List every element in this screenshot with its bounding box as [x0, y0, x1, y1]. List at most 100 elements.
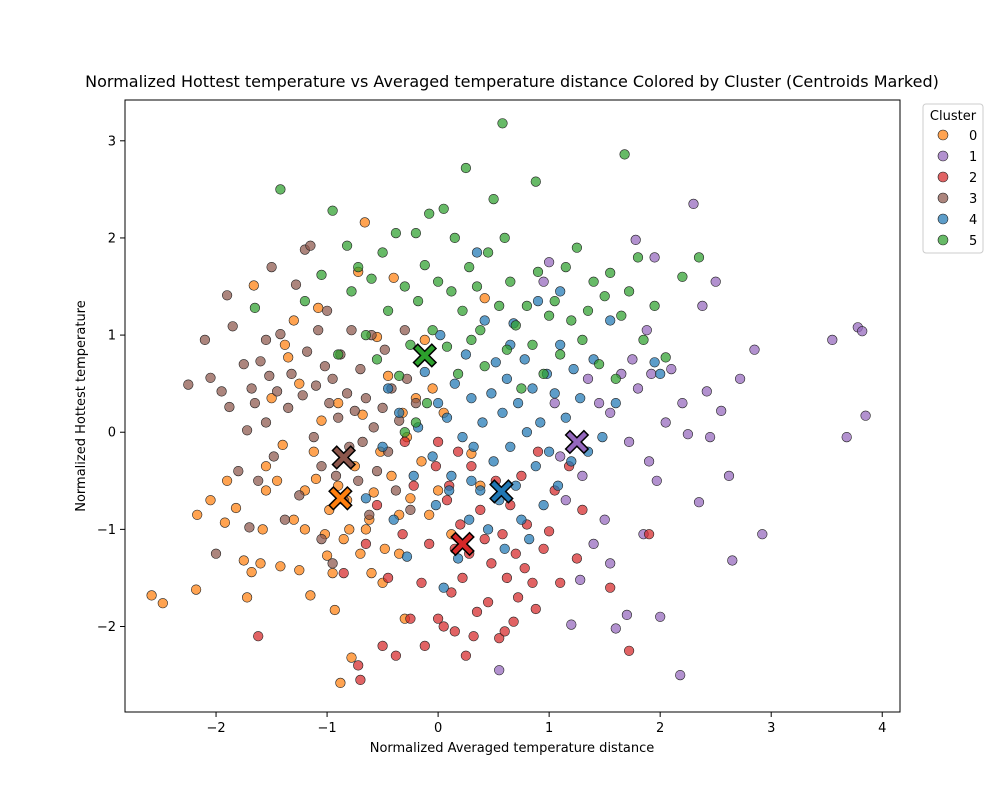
data-point-cluster-5 — [433, 276, 444, 287]
data-point-cluster-1 — [605, 558, 616, 569]
data-point-cluster-2 — [419, 640, 430, 652]
data-point-cluster-3 — [233, 466, 244, 477]
data-point-cluster-3 — [327, 558, 338, 569]
data-point-cluster-0 — [294, 378, 305, 389]
data-point-cluster-3 — [227, 321, 238, 332]
data-point-cluster-1 — [543, 257, 555, 268]
data-point-cluster-4 — [532, 296, 544, 307]
centroid-marker-cluster-2 — [450, 531, 475, 557]
data-point-cluster-3 — [199, 334, 210, 346]
data-point-cluster-4 — [516, 514, 527, 525]
y-tick-label: 1 — [108, 329, 116, 344]
legend-item-cluster-5: 5 — [937, 234, 977, 249]
data-point-cluster-4 — [549, 388, 560, 399]
data-point-cluster-1 — [710, 276, 721, 287]
data-point-cluster-5 — [333, 349, 344, 360]
data-point-cluster-1 — [555, 451, 566, 462]
data-point-cluster-3 — [368, 422, 379, 433]
data-point-cluster-3 — [249, 398, 260, 409]
data-point-cluster-0 — [322, 550, 333, 561]
data-point-cluster-0 — [388, 272, 399, 283]
y-tick-label: −2 — [97, 620, 116, 635]
data-point-cluster-2 — [512, 592, 524, 603]
data-point-cluster-2 — [501, 572, 513, 584]
data-point-cluster-3 — [283, 402, 294, 414]
data-point-cluster-1 — [723, 470, 735, 482]
data-point-cluster-1 — [610, 623, 621, 634]
data-point-cluster-3 — [244, 522, 255, 533]
data-point-cluster-5 — [623, 286, 635, 297]
data-point-cluster-1 — [857, 326, 868, 337]
data-point-cluster-5 — [249, 302, 260, 314]
data-point-cluster-5 — [366, 273, 377, 284]
data-point-cluster-3 — [330, 470, 342, 482]
x-axis-label: Normalized Averaged temperature distance — [370, 741, 655, 756]
legend-marker — [937, 192, 949, 204]
data-point-cluster-3 — [322, 305, 333, 316]
data-point-cluster-5 — [527, 339, 538, 350]
data-point-cluster-0 — [335, 677, 346, 689]
data-point-cluster-2 — [527, 577, 538, 588]
data-point-cluster-5 — [419, 260, 430, 271]
data-point-cluster-1 — [651, 475, 662, 486]
data-point-cluster-5 — [438, 203, 449, 214]
data-point-cluster-5 — [424, 208, 435, 219]
data-point-cluster-5 — [571, 242, 583, 253]
data-point-cluster-2 — [353, 660, 364, 671]
data-point-cluster-1 — [549, 398, 560, 409]
data-point-cluster-0 — [255, 558, 266, 569]
data-point-cluster-4 — [475, 485, 486, 496]
data-point-cluster-3 — [364, 509, 375, 520]
data-point-cluster-1 — [641, 325, 652, 336]
data-point-cluster-5 — [390, 228, 402, 239]
data-point-cluster-4 — [566, 456, 577, 467]
data-point-cluster-3 — [253, 475, 264, 486]
data-point-cluster-5 — [649, 300, 660, 312]
data-point-cluster-0 — [288, 514, 299, 525]
data-point-cluster-3 — [346, 325, 357, 336]
data-point-cluster-5 — [410, 228, 422, 239]
data-point-cluster-0 — [313, 302, 324, 314]
data-point-cluster-5 — [593, 359, 605, 370]
data-point-cluster-0 — [222, 475, 233, 486]
legend-label: 0 — [969, 129, 977, 144]
data-point-cluster-0 — [360, 524, 372, 535]
data-point-cluster-5 — [560, 262, 571, 273]
data-point-cluster-0 — [366, 567, 377, 579]
data-point-cluster-0 — [146, 590, 157, 601]
data-point-cluster-4 — [575, 393, 586, 404]
data-point-cluster-1 — [566, 619, 577, 630]
y-tick-label: 2 — [108, 231, 116, 246]
data-point-cluster-0 — [433, 485, 444, 496]
data-point-cluster-0 — [242, 592, 253, 603]
data-point-cluster-0 — [333, 398, 344, 409]
data-point-cluster-4 — [388, 514, 399, 525]
data-point-cluster-0 — [257, 524, 268, 535]
data-point-cluster-3 — [405, 504, 416, 516]
data-point-cluster-4 — [610, 398, 621, 409]
data-point-cluster-0 — [260, 461, 272, 472]
data-point-cluster-2 — [475, 504, 486, 516]
data-point-cluster-5 — [619, 149, 630, 160]
data-point-cluster-5 — [577, 334, 588, 346]
data-point-cluster-2 — [479, 533, 490, 545]
data-point-cluster-1 — [704, 432, 716, 443]
data-point-cluster-5 — [413, 296, 424, 307]
data-point-cluster-4 — [538, 500, 549, 511]
data-point-cluster-2 — [424, 538, 435, 550]
data-point-cluster-1 — [666, 364, 677, 375]
data-point-cluster-3 — [324, 398, 335, 409]
data-point-cluster-3 — [205, 372, 216, 383]
x-tick-label: −1 — [317, 721, 336, 736]
data-point-cluster-2 — [253, 631, 264, 642]
data-point-cluster-3 — [238, 359, 249, 370]
data-point-cluster-5 — [538, 368, 549, 380]
data-point-cluster-5 — [427, 325, 438, 336]
data-point-cluster-4 — [530, 461, 541, 472]
data-point-cluster-5 — [421, 398, 433, 409]
data-point-cluster-0 — [246, 566, 257, 578]
data-point-cluster-2 — [543, 526, 555, 537]
data-point-cluster-3 — [210, 548, 222, 559]
data-point-cluster-0 — [219, 517, 230, 528]
data-point-cluster-0 — [310, 473, 322, 485]
